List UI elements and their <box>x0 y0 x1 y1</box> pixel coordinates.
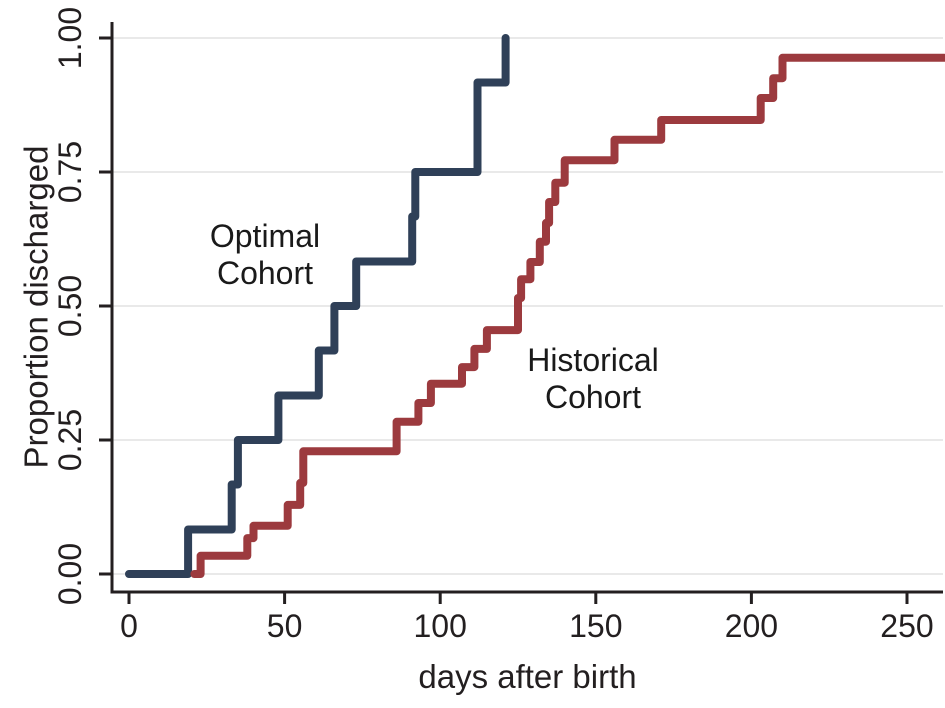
x-tick-label: 150 <box>569 608 622 644</box>
gridlines <box>112 37 943 575</box>
axis-tick-marks <box>99 36 909 604</box>
y-tick-label: 0.00 <box>52 543 88 605</box>
y-tick-labels: 0.00 0.25 0.50 0.75 1.00 <box>52 7 88 605</box>
y-tick-label: 0.50 <box>52 275 88 337</box>
series-historical-cohort-line <box>190 53 945 578</box>
annotation-optimal-line2: Cohort <box>217 255 313 291</box>
annotation-historical-cohort: Historical Cohort <box>527 342 659 415</box>
y-axis-label: Proportion discharged <box>18 146 55 469</box>
y-tick-label: 0.25 <box>52 409 88 471</box>
x-tick-label: 200 <box>725 608 778 644</box>
y-tick-label: 1.00 <box>52 7 88 69</box>
x-axis-label: days after birth <box>418 658 636 695</box>
x-tick-label: 100 <box>414 608 467 644</box>
annotation-historical-line2: Cohort <box>545 379 641 415</box>
annotation-optimal-cohort: Optimal Cohort <box>210 218 320 291</box>
series-optimal-cohort-line <box>125 34 510 578</box>
x-tick-label: 0 <box>120 608 138 644</box>
x-tick-label: 250 <box>880 608 933 644</box>
x-tick-labels: 0 50 100 150 200 250 <box>120 608 934 644</box>
x-tick-label: 50 <box>267 608 303 644</box>
annotation-optimal-line1: Optimal <box>210 218 320 254</box>
annotation-historical-line1: Historical <box>527 342 659 378</box>
y-tick-label: 0.75 <box>52 141 88 203</box>
